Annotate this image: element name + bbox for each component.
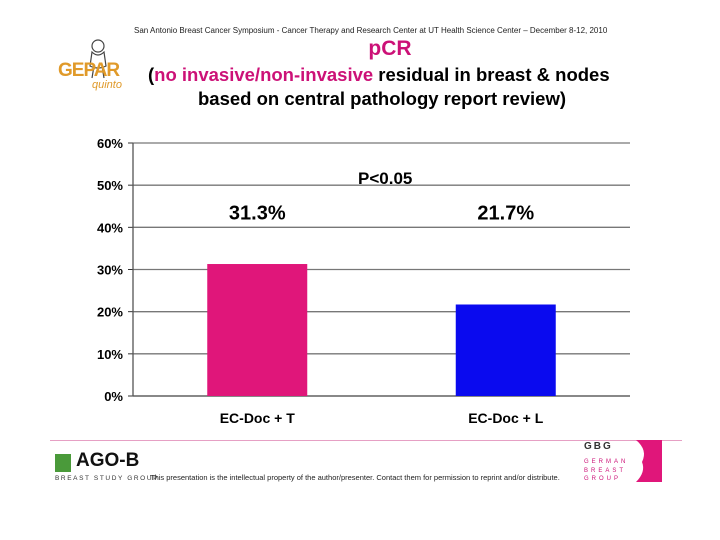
gepar-logo-sub: quinto (92, 79, 122, 91)
ago-b-logo-text: AGO-B (76, 450, 140, 471)
subtitle-suffix: residual in breast & nodes (373, 64, 610, 85)
bar (455, 304, 556, 396)
gbg-logo-icon (636, 440, 662, 482)
gbg-line: GROUP (584, 476, 622, 482)
slide-subtitle-line1: (no invasive/non-invasive residual in br… (148, 64, 610, 86)
conference-header: San Antonio Breast Cancer Symposium - Ca… (134, 26, 608, 35)
p-value-annotation: P<0.05 (358, 169, 413, 188)
y-tick-label: 30% (97, 263, 123, 278)
slide-subtitle-line2: based on central pathology report review… (198, 88, 567, 109)
subtitle-highlight: no invasive/non-invasive (154, 64, 374, 85)
data-label: 31.3% (229, 202, 286, 224)
gepar-figure-icon (89, 39, 107, 79)
y-tick-label: 10% (97, 347, 123, 362)
gbg-logo-sub: GERMAN BREAST GROUP (584, 458, 628, 484)
subtitle-prefix: ( (148, 64, 155, 85)
x-tick-label: EC-Doc + T (220, 410, 296, 426)
y-tick-label: 20% (97, 305, 123, 320)
bar (207, 264, 308, 396)
gbg-line: BREAST (584, 467, 627, 474)
y-tick-label: 0% (104, 389, 123, 404)
ago-b-logo-icon (55, 454, 71, 472)
ago-b-logo-sub: BREAST STUDY GROUP (55, 475, 160, 482)
y-tick-label: 50% (97, 178, 123, 193)
gepar-logo (56, 36, 134, 96)
footer-divider (50, 440, 682, 441)
gepar-logo-text: GEPAR (58, 60, 120, 81)
gbg-line: GERMAN (584, 459, 629, 465)
x-tick-label: EC-Doc + L (468, 410, 544, 426)
data-label: 21.7% (477, 202, 534, 224)
y-tick-label: 40% (97, 220, 123, 235)
footer-disclaimer: This presentation is the intellectual pr… (150, 473, 560, 482)
gbg-logo-text: GBG (584, 441, 613, 452)
y-tick-label: 60% (97, 136, 123, 151)
slide-title: pCR (368, 37, 412, 60)
